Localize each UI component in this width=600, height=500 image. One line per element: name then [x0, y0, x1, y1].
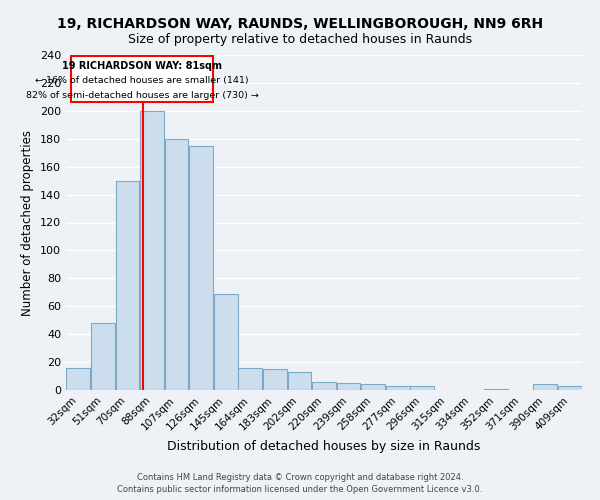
Bar [164, 138, 188, 390]
Bar [238, 368, 262, 390]
Text: 19, RICHARDSON WAY, RAUNDS, WELLINGBOROUGH, NN9 6RH: 19, RICHARDSON WAY, RAUNDS, WELLINGBOROU… [57, 18, 543, 32]
Bar [558, 386, 581, 390]
X-axis label: Distribution of detached houses by size in Raunds: Distribution of detached houses by size … [167, 440, 481, 453]
Text: ← 16% of detached houses are smaller (141): ← 16% of detached houses are smaller (14… [35, 76, 249, 86]
Bar [140, 111, 164, 390]
Bar [410, 386, 434, 390]
Text: 82% of semi-detached houses are larger (730) →: 82% of semi-detached houses are larger (… [26, 91, 259, 100]
FancyBboxPatch shape [71, 56, 214, 102]
Bar [67, 368, 90, 390]
Bar [287, 372, 311, 390]
Bar [214, 294, 238, 390]
Bar [116, 180, 139, 390]
Bar [312, 382, 336, 390]
Bar [361, 384, 385, 390]
Text: 19 RICHARDSON WAY: 81sqm: 19 RICHARDSON WAY: 81sqm [62, 61, 222, 71]
Text: Size of property relative to detached houses in Raunds: Size of property relative to detached ho… [128, 32, 472, 46]
Bar [263, 369, 287, 390]
Bar [484, 388, 508, 390]
Bar [386, 386, 410, 390]
Bar [533, 384, 557, 390]
Bar [189, 146, 213, 390]
Bar [91, 323, 115, 390]
Text: Contains HM Land Registry data © Crown copyright and database right 2024.
Contai: Contains HM Land Registry data © Crown c… [118, 472, 482, 494]
Bar [337, 383, 361, 390]
Y-axis label: Number of detached properties: Number of detached properties [22, 130, 34, 316]
